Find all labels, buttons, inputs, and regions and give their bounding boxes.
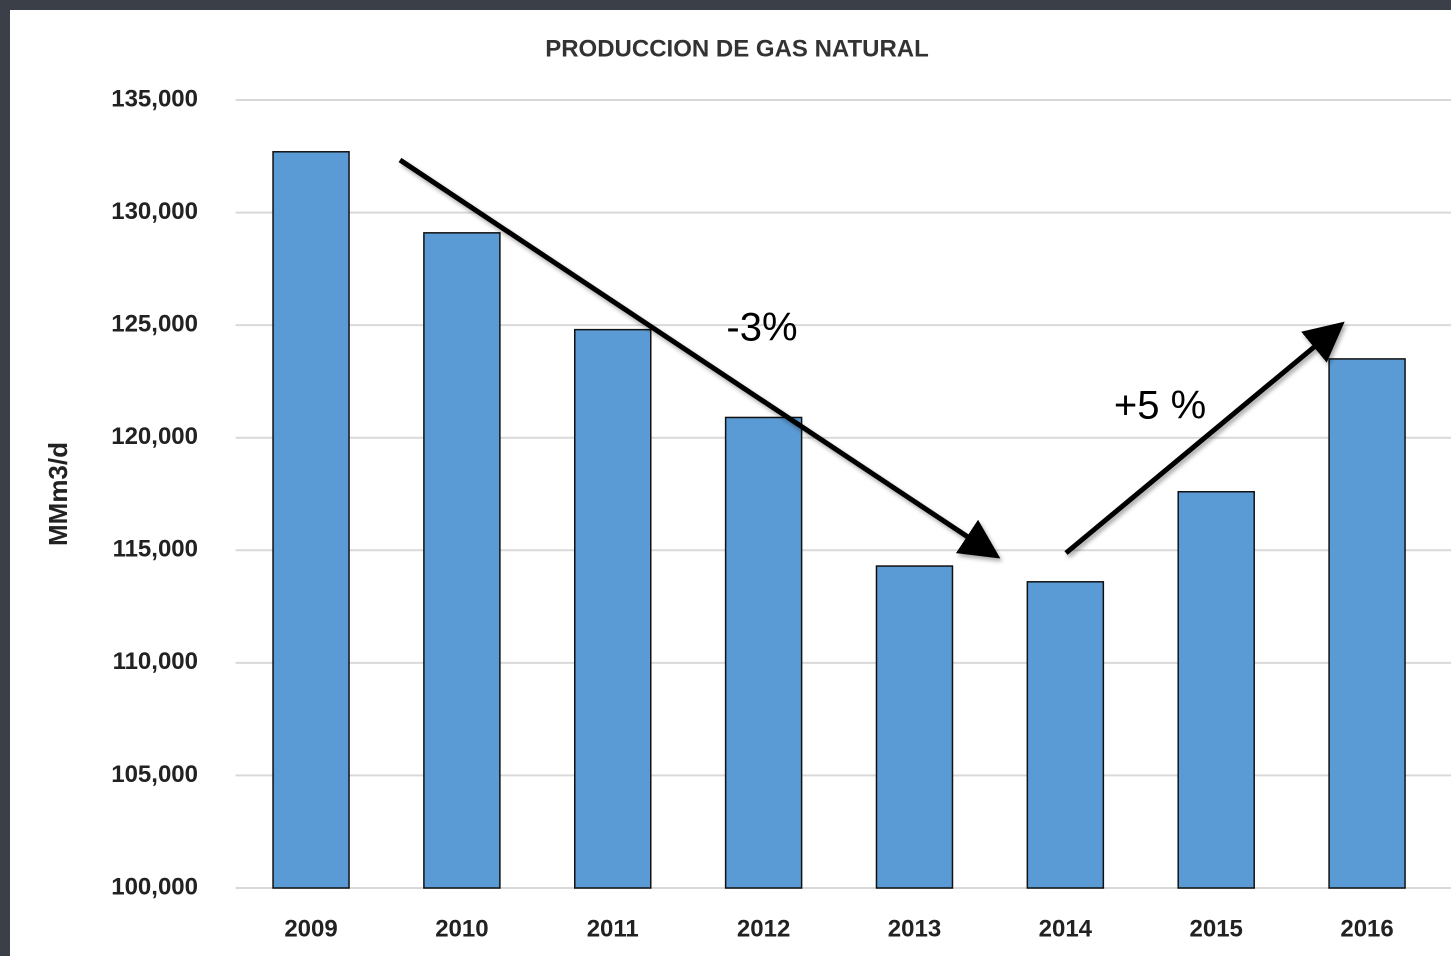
y-tick-label: 125,000 <box>111 310 198 337</box>
bar <box>1177 490 1255 889</box>
bar <box>574 328 652 889</box>
x-tick-label: 2015 <box>1190 915 1243 942</box>
y-tick-label: 100,000 <box>111 873 198 900</box>
bar <box>1328 358 1406 889</box>
x-tick-label: 2014 <box>1039 915 1093 942</box>
x-tick-label: 2013 <box>888 915 941 942</box>
bar <box>1026 581 1105 889</box>
y-tick-label: 130,000 <box>111 198 198 225</box>
y-tick-label: 115,000 <box>113 536 198 563</box>
annotation: -3% <box>726 306 797 350</box>
annotation: +5 % <box>1114 384 1206 428</box>
chart-title: PRODUCCION DE GAS NATURAL <box>545 35 929 62</box>
trend-arrow <box>398 157 1001 559</box>
plot-area: 100,000 105,000 110,000 115,000 120,000 125,0… <box>111 85 1451 942</box>
x-tick-label: 2016 <box>1340 915 1393 942</box>
y-tick-label: 110,000 <box>113 648 198 675</box>
x-tick-label: 2009 <box>284 915 337 942</box>
bar <box>724 416 803 889</box>
y-tick-label: 135,000 <box>111 85 198 112</box>
x-tick-label: 2012 <box>737 915 790 942</box>
bar <box>423 232 501 889</box>
trend-arrow <box>1064 321 1345 555</box>
y-tick-label: 120,000 <box>111 423 198 450</box>
bar <box>875 565 954 889</box>
x-tick-label: 2010 <box>435 915 488 942</box>
bar <box>272 151 350 889</box>
y-tick-label: 105,000 <box>111 761 198 788</box>
x-tick-label: 2011 <box>587 915 639 942</box>
y-axis-label: MMm3/d <box>43 442 73 546</box>
